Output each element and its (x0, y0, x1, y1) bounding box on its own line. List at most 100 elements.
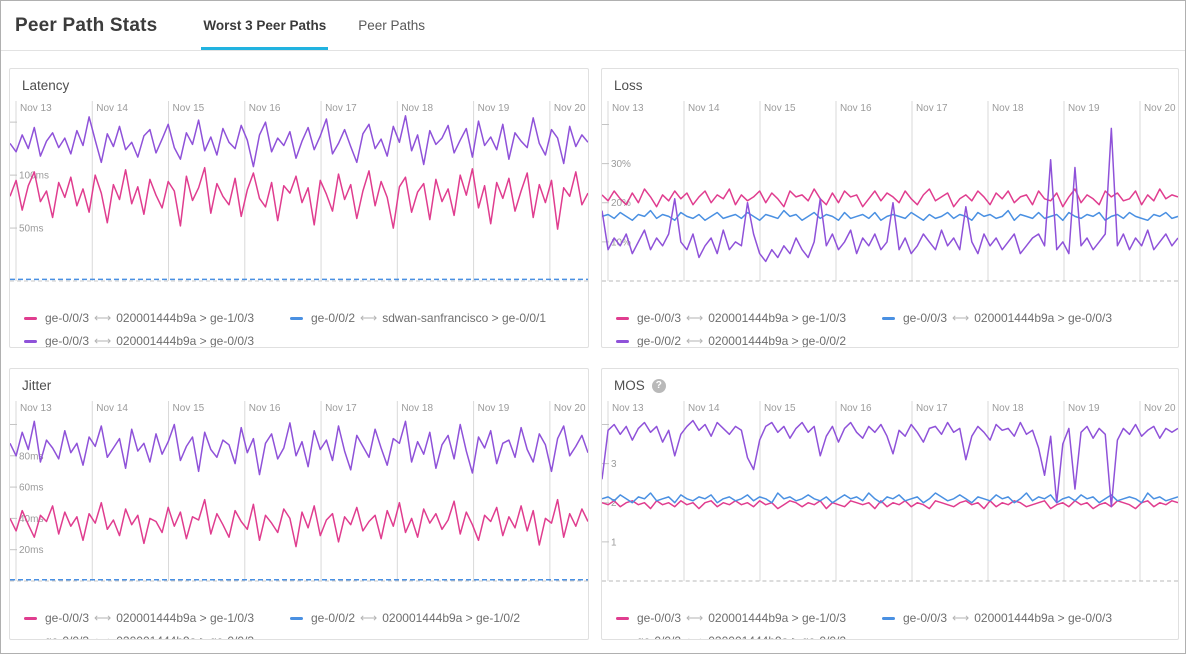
legend-item[interactable]: ge-0/0/3 ⟷ 020001444b9a > ge-1/0/3 (24, 311, 290, 325)
mos-card-title: MOS ? (602, 369, 1178, 394)
x-axis-label: Nov 15 (173, 103, 205, 114)
left-right-arrow-icon: ⟷ (94, 634, 111, 639)
left-right-arrow-icon: ⟷ (94, 311, 112, 325)
mos-legend: ge-0/0/3 ⟷ 020001444b9a > ge-1/0/3 ge-0/0/3… (602, 607, 1178, 641)
legend-swatch (24, 616, 37, 620)
tab-peer-paths[interactable]: Peer Paths (356, 1, 427, 50)
legend-swatch (616, 616, 629, 620)
legend-item[interactable]: ge-0/0/3 ⟷ 020001444b9a > ge-0/0/3 (882, 611, 1164, 625)
y-axis-label: 2 (611, 498, 617, 509)
x-axis-label: Nov 19 (478, 403, 510, 414)
page-title: Peer Path Stats (15, 14, 158, 36)
x-axis-label: Nov 14 (688, 103, 720, 114)
latency-legend: ge-0/0/3 ⟷ 020001444b9a > ge-1/0/3 ge-0/0/2… (10, 307, 588, 348)
x-axis-label: Nov 14 (688, 403, 720, 414)
x-axis-label: Nov 17 (916, 103, 948, 114)
legend-port-a: ge-0/0/3 (45, 311, 90, 325)
legend-item[interactable]: ge-0/0/3 ⟷ 020001444b9a > ge-1/0/3 (24, 611, 290, 625)
legend-item[interactable]: ge-0/0/3 ⟷ 020001444b9a > ge-0/0/3 (882, 311, 1164, 325)
legend-item[interactable]: ge-0/0/2 ⟷ 020001444b9a > ge-0/0/2 (616, 334, 882, 348)
tab-bar: Worst 3 Peer Paths Peer Paths (201, 1, 427, 50)
jitter-card-title: Jitter (10, 369, 588, 394)
series-line (10, 166, 588, 230)
legend-swatch (616, 339, 629, 343)
loss-chart[interactable]: Nov 13 Nov 14 Nov 15 Nov 16 Nov 17 Nov 18 Nov … (602, 95, 1178, 307)
legend-swatch (616, 640, 629, 641)
series-line (10, 420, 588, 476)
left-right-arrow-icon: ⟷ (952, 611, 970, 625)
jitter-card: Jitter Nov 13 Nov 14 Nov 15 Nov 16 Nov 17 Nov… (9, 368, 589, 640)
y-axis-label: 30% (611, 159, 631, 170)
legend-item[interactable]: ge-0/0/2 ⟷ 020001444b9a > ge-1/0/2 (290, 611, 574, 625)
loss-card: Loss Nov 13 Nov 14 Nov 15 Nov 16 Nov 17 Nov 1… (601, 68, 1179, 348)
x-axis-label: Nov 18 (992, 103, 1024, 114)
legend-port-b: 020001444b9a > ge-0/0/2 (708, 634, 846, 639)
x-axis-label: Nov 14 (96, 103, 128, 114)
series-line (602, 500, 1178, 510)
legend-port-b: 020001444b9a > ge-1/0/3 (116, 311, 255, 325)
chart-title-text: MOS (614, 378, 645, 393)
x-axis-label: Nov 16 (249, 403, 281, 414)
left-right-arrow-icon: ⟷ (360, 311, 378, 325)
x-axis-label: Nov 19 (1068, 103, 1100, 114)
header: Peer Path Stats Worst 3 Peer Paths Peer … (1, 1, 1185, 51)
legend-item[interactable]: ge-0/0/2 ⟷ sdwan-sanfrancisco > ge-0/0/1 (290, 311, 574, 325)
x-axis-label: Nov 15 (173, 403, 205, 414)
left-right-arrow-icon: ⟷ (94, 334, 112, 348)
y-axis-label: 80ms (19, 451, 43, 462)
x-axis-label: Nov 17 (916, 403, 948, 414)
legend-item[interactable]: ge-0/0/3 ⟷ 020001444b9a > ge-1/0/3 (616, 611, 882, 625)
series-line (10, 498, 588, 548)
legend-port-b: 020001444b9a > ge-1/0/2 (382, 611, 521, 625)
x-axis-label: Nov 18 (401, 403, 433, 414)
y-axis-label: 1 (611, 537, 617, 548)
tab-worst-3-peer-paths[interactable]: Worst 3 Peer Paths (201, 1, 329, 50)
left-right-arrow-icon: ⟷ (686, 311, 704, 325)
x-axis-label: Nov 17 (325, 103, 357, 114)
series-line (602, 188, 1178, 208)
x-axis-label: Nov 16 (840, 403, 872, 414)
chart-title-text: Loss (614, 78, 643, 93)
legend-port-b: 020001444b9a > ge-0/0/3 (116, 334, 255, 348)
legend-port-a: ge-0/0/3 (637, 611, 682, 625)
x-axis-label: Nov 13 (20, 403, 52, 414)
mos-chart[interactable]: Nov 13 Nov 14 Nov 15 Nov 16 Nov 17 Nov 18 Nov … (602, 395, 1178, 607)
y-axis-label: 40ms (19, 514, 43, 525)
legend-item[interactable]: ge-0/0/3 ⟷ 020001444b9a > ge-1/0/3 (616, 311, 882, 325)
y-axis-label: 20% (611, 198, 631, 209)
y-axis-label: 100ms (19, 171, 49, 182)
jitter-legend: ge-0/0/3 ⟷ 020001444b9a > ge-1/0/3 ge-0/0/2… (10, 607, 588, 639)
x-axis-label: Nov 20 (554, 403, 586, 414)
legend-item[interactable]: ge-0/0/3 ⟷ 020001444b9a > ge-0/0/3 (24, 634, 290, 639)
legend-swatch (24, 339, 37, 343)
legend-swatch (24, 316, 37, 320)
loss-legend: ge-0/0/3 ⟷ 020001444b9a > ge-1/0/3 ge-0/0/3… (602, 307, 1178, 348)
legend-port-b: 020001444b9a > ge-0/0/3 (974, 311, 1113, 325)
help-icon[interactable]: ? (651, 378, 666, 393)
legend-port-a: ge-0/0/3 (903, 311, 948, 325)
legend-port-a: ge-0/0/2 (637, 334, 682, 348)
left-right-arrow-icon: ⟷ (360, 611, 378, 625)
chart-title-text: Jitter (22, 378, 52, 393)
series-line (10, 115, 588, 168)
legend-port-b: 020001444b9a > ge-1/0/3 (116, 611, 255, 625)
latency-chart[interactable]: Nov 13 Nov 14 Nov 15 Nov 16 Nov 17 Nov 18 Nov … (10, 95, 588, 307)
x-axis-label: Nov 20 (1144, 403, 1176, 414)
legend-item[interactable]: ge-0/0/3 ⟷ 020001444b9a > ge-0/0/3 (24, 334, 290, 348)
x-axis-label: Nov 18 (401, 103, 433, 114)
legend-port-a: ge-0/0/3 (45, 634, 89, 639)
x-axis-label: Nov 13 (612, 103, 644, 114)
left-right-arrow-icon: ⟷ (686, 611, 704, 625)
legend-swatch (616, 316, 629, 320)
series-line (602, 419, 1178, 508)
legend-swatch (290, 316, 303, 320)
jitter-chart[interactable]: Nov 13 Nov 14 Nov 15 Nov 16 Nov 17 Nov 18 Nov … (10, 395, 588, 607)
x-axis-label: Nov 19 (478, 103, 510, 114)
legend-item[interactable]: ge-0/0/2 ⟷ 020001444b9a > ge-0/0/2 (616, 634, 882, 641)
x-axis-label: Nov 16 (840, 103, 872, 114)
chart-title-text: Latency (22, 78, 70, 93)
legend-port-b: 020001444b9a > ge-1/0/3 (708, 311, 847, 325)
legend-port-a: ge-0/0/3 (45, 611, 90, 625)
left-right-arrow-icon: ⟷ (686, 334, 704, 348)
